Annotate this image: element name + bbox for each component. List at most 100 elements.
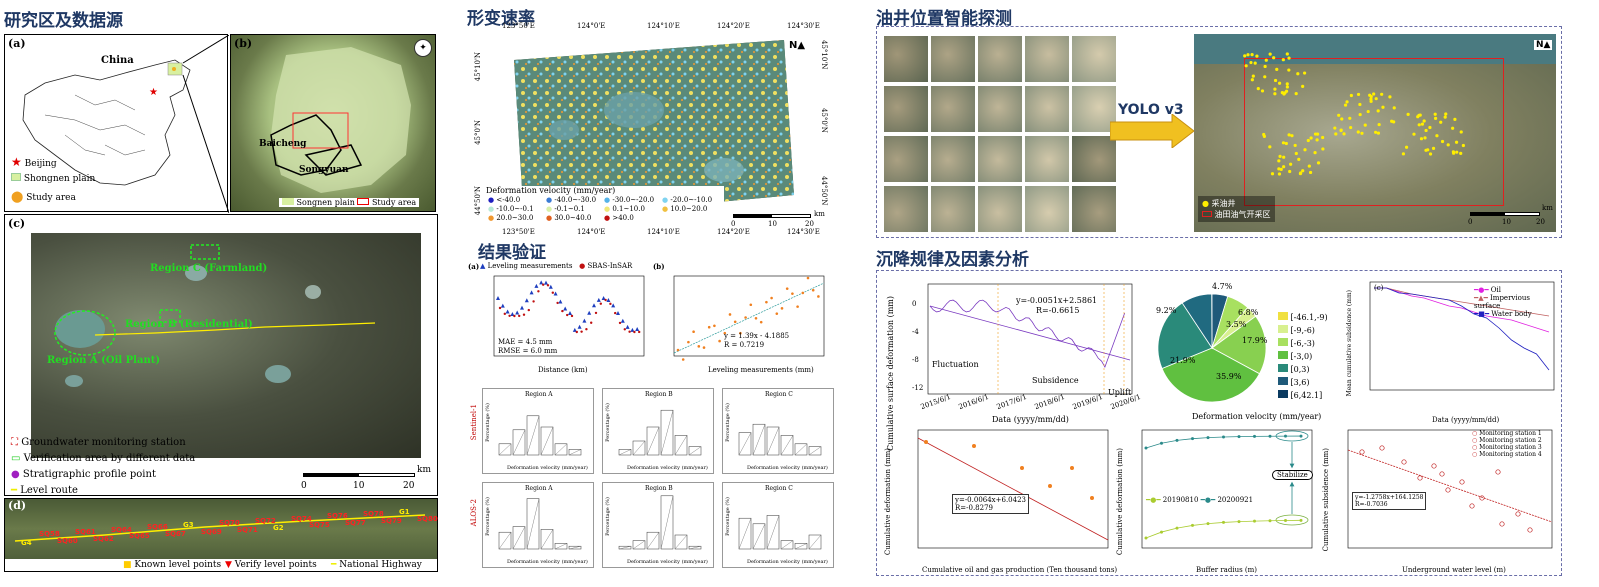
oil-well-thumbnail: [1025, 136, 1069, 182]
insar-point: [599, 302, 602, 305]
region-outline: [270, 47, 411, 193]
scale-oil-10: 10: [1502, 218, 1511, 226]
oil-well-thumbnail: [1025, 186, 1069, 232]
insar-point: [614, 311, 617, 315]
hatch: [512, 526, 526, 550]
validation-point: [806, 276, 810, 280]
oil-well-point: [1277, 172, 1282, 176]
level-point-label: SQ70: [219, 518, 240, 527]
buffer-xlabel: Buffer radius (m): [1196, 566, 1258, 574]
oil-well-point: [1277, 167, 1281, 171]
china-label: China: [101, 55, 134, 66]
oil-well-point: [1301, 169, 1305, 173]
oil-well-point: [1356, 130, 1360, 134]
deformation-legend-item: ● <-40.0: [488, 196, 521, 204]
scale-c-unit: km: [417, 465, 431, 475]
oil-well-point: [1433, 112, 1437, 116]
oil-well-point: [1342, 132, 1346, 136]
validation-point: [791, 292, 794, 295]
baicheng-label: Baicheng: [259, 139, 307, 149]
swatch-icon: [1278, 338, 1288, 346]
scale-oil-0: 0: [1468, 218, 1473, 226]
section-title-subsidence: 沉降规律及因素分析: [876, 250, 1029, 270]
oil-well-point: [1262, 134, 1266, 138]
insar-point: [522, 313, 526, 316]
histogram-bars: [618, 495, 702, 550]
oil-well-point: [1244, 64, 1248, 68]
oil-well-point: [1260, 89, 1265, 93]
buffer-point: [1144, 446, 1148, 450]
level-point-label: SQ71: [237, 525, 258, 534]
pie-legend-item: [3,6): [1278, 377, 1310, 387]
hatch: [498, 532, 512, 550]
scale-def-unit: km: [814, 210, 825, 218]
gw-point: [1495, 469, 1501, 475]
hatch: [660, 495, 674, 550]
scale-bar-oil: [1470, 212, 1540, 216]
china-outline: ★: [22, 35, 229, 213]
panel-c-label: (c): [8, 217, 26, 230]
oil-well-point: [1293, 143, 1297, 148]
leveling-point: [553, 291, 558, 296]
deformation-legend-item: ● -40.0~-30.0: [546, 196, 597, 204]
ts-ytick: -12: [912, 384, 924, 392]
oil-well-thumbnail: [931, 86, 975, 132]
oil-well-point: [1273, 87, 1277, 91]
validation-point: [713, 324, 716, 328]
landuse-c-label: (c): [1374, 284, 1384, 292]
validation-point: [702, 346, 706, 349]
oil-well-point: [1281, 141, 1286, 145]
oil-well-point: [1412, 132, 1416, 136]
insar-point: [618, 321, 622, 325]
level-point-label: SQ64: [111, 525, 132, 534]
buffer-point: [1191, 437, 1194, 441]
level-point-label: G2: [273, 523, 284, 532]
buffer-legend: ━●━ 20190810 ━●━ 20200921: [1146, 496, 1254, 504]
landuse-ylabel: Mean cumulative subsidence (mm): [1346, 290, 1353, 397]
insar-point: [527, 308, 530, 312]
insar-point: [638, 330, 641, 334]
pie-slice: [1211, 315, 1267, 375]
leveling-point: [539, 280, 544, 285]
pie-label: 35.9%: [1216, 372, 1242, 381]
histogram-xlabel: Deformation velocity (mm/year): [627, 559, 708, 565]
validation-b-label: (b): [653, 262, 665, 271]
ts-trend: [929, 305, 1131, 361]
oil-well-point: [1374, 97, 1378, 101]
subsidence-frame: [876, 270, 1562, 576]
oil-well-point: [1280, 91, 1284, 95]
validation-point: [785, 287, 789, 290]
scale-def-10: 10: [768, 220, 777, 228]
hatch: [752, 424, 766, 456]
legend-d-verify: ▼ Verify level points: [225, 560, 317, 570]
validation-point: [765, 300, 768, 304]
histogram-bars: [618, 409, 702, 456]
gw-point: [1479, 495, 1485, 501]
histogram-xlabel: Deformation velocity (mm/year): [627, 465, 708, 471]
oil-well-point: [1390, 119, 1394, 123]
oil-well-point: [1255, 54, 1259, 58]
scale-def-0: 0: [731, 220, 736, 228]
tick: 124°0'E: [577, 22, 606, 30]
oil-well-thumbnail: [931, 36, 975, 82]
ts-eq: y=-0.0051x+2.5861: [1016, 296, 1098, 305]
buffer-point: [1175, 526, 1179, 530]
hatch: [794, 443, 808, 456]
highway-icon: ━: [331, 560, 337, 570]
leveling-point: [505, 309, 510, 314]
oil-well-point: [1272, 56, 1276, 60]
oil-point: [1020, 466, 1024, 470]
groundwater-chart: ○ Monitoring station 1 ○ Monitoring stat…: [1322, 428, 1558, 576]
scale-oil-unit: km: [1542, 204, 1553, 212]
validation-point: [733, 320, 737, 324]
gw-point: [1445, 487, 1451, 493]
oil-well-point: [1285, 52, 1289, 56]
panel-d-level-route: (d) G4 SQ58 SQ60 SQ61 SQ62 SQ64 SQ65 SQ66 SQ67 G3…: [4, 498, 438, 572]
north-arrow-icon: N▲: [789, 40, 806, 51]
oil-well-point: [1423, 136, 1427, 140]
groundwater-legend: ○ Monitoring station 1 ○ Monitoring stat…: [1472, 430, 1542, 458]
leveling-point: [544, 280, 548, 285]
swatch-icon: [1278, 390, 1288, 398]
hatch: [554, 443, 568, 456]
oil-well-point: [1287, 68, 1291, 72]
